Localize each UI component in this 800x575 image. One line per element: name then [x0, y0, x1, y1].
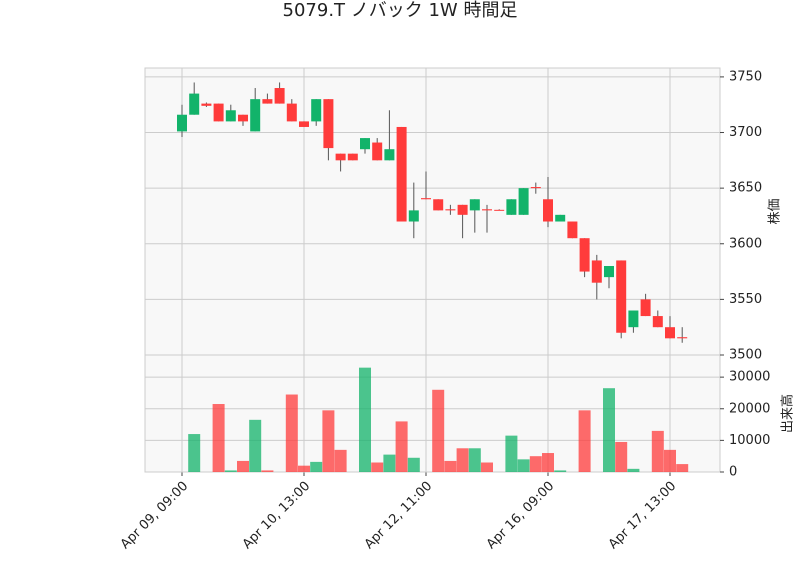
x-tick-label: Apr 17, 13:00 [606, 479, 679, 552]
candle-body [286, 103, 297, 122]
volume-bar [651, 430, 664, 472]
candle-body [591, 260, 602, 283]
volume-bar [298, 465, 310, 472]
volume-bar [627, 468, 640, 472]
candle-body [482, 209, 492, 211]
candle-body [262, 99, 273, 104]
candle-body [567, 221, 578, 239]
candle-body [555, 214, 566, 222]
y-tick-label: 10000 [729, 433, 770, 448]
candle-body [225, 110, 236, 122]
x-tick-label: Apr 10, 13:00 [240, 479, 313, 552]
volume-bar [517, 459, 530, 472]
volume-bar [407, 457, 420, 472]
x-tick-label: Apr 16, 09:00 [484, 479, 557, 552]
candle-body [494, 209, 505, 211]
volume-bar [285, 394, 298, 472]
candle-body [372, 142, 383, 161]
volume-bar [310, 461, 323, 472]
volume-bar [224, 470, 237, 472]
candle-body [213, 103, 224, 122]
volume-bar [371, 462, 384, 472]
y-tick-label: 3500 [729, 348, 762, 363]
volume-bar [188, 434, 201, 472]
candle-body [445, 209, 456, 211]
candle-body [311, 99, 322, 122]
candle-body [347, 153, 358, 161]
candle-body [335, 153, 346, 161]
y-tick-label: 3550 [729, 292, 762, 307]
volume-bar [664, 449, 676, 472]
volume-bar [444, 460, 457, 472]
candle-body [628, 310, 639, 328]
candle-body [518, 188, 529, 215]
y-tick-label: 3700 [729, 125, 762, 140]
candle-body [665, 327, 675, 339]
candle-body [201, 103, 212, 106]
volume-bar [383, 454, 396, 472]
volume-bar [505, 435, 518, 472]
candle-body [530, 187, 541, 189]
candle-body [396, 126, 407, 222]
volume-bar [603, 388, 615, 472]
candle-body [677, 337, 688, 339]
volume-bar [334, 449, 347, 472]
candle-body [604, 266, 614, 278]
candle-body [299, 121, 309, 127]
volume-bar [237, 460, 249, 472]
candle-body [250, 99, 261, 132]
candle-body [616, 260, 627, 333]
candle-body [274, 88, 285, 104]
candle-body [177, 114, 187, 132]
candle-body [543, 199, 553, 222]
candle-body [652, 316, 663, 328]
x-tick-label: Apr 12, 11:00 [362, 479, 435, 552]
volume-bar [249, 419, 262, 472]
volume-bar [554, 470, 567, 472]
y-tick-label: 3600 [729, 236, 762, 251]
y-axis-label: 出来高 [780, 394, 796, 433]
candle-body [421, 198, 431, 200]
volume-bar [529, 456, 542, 472]
volume-bar [542, 453, 554, 472]
y-tick-label: 3650 [729, 181, 762, 196]
candle-body [457, 204, 468, 215]
volume-bar [578, 410, 591, 472]
volume-bar [322, 410, 335, 472]
volume-bar [432, 389, 445, 472]
volume-bar [359, 367, 371, 472]
candle-body [579, 238, 590, 272]
y-tick-label: 0 [729, 465, 737, 480]
volume-bar [261, 470, 274, 472]
candle-body [189, 93, 200, 115]
candle-body [360, 138, 370, 150]
candle-body [640, 299, 651, 317]
candle-body [384, 149, 395, 161]
candle-body [469, 199, 480, 211]
candle-body [238, 114, 248, 122]
y-tick-label: 30000 [729, 370, 770, 385]
candle-body [433, 199, 444, 211]
x-tick-label: Apr 09, 09:00 [118, 479, 191, 552]
candle-body [506, 199, 517, 215]
volume-bar [395, 421, 408, 472]
candle-body [323, 99, 334, 149]
y-axis-label: 株価 [768, 198, 783, 224]
volume-bar [615, 441, 628, 472]
candle-body [408, 210, 419, 222]
chart-title: 5079.T ノバック 1W 時間足 [283, 0, 518, 21]
volume-bar [212, 404, 225, 472]
volume-bar [456, 448, 469, 472]
y-tick-label: 20000 [729, 401, 770, 416]
volume-bar [481, 462, 493, 472]
y-tick-label: 3750 [729, 69, 762, 84]
volume-bar [676, 464, 689, 472]
volume-bar [468, 448, 481, 472]
